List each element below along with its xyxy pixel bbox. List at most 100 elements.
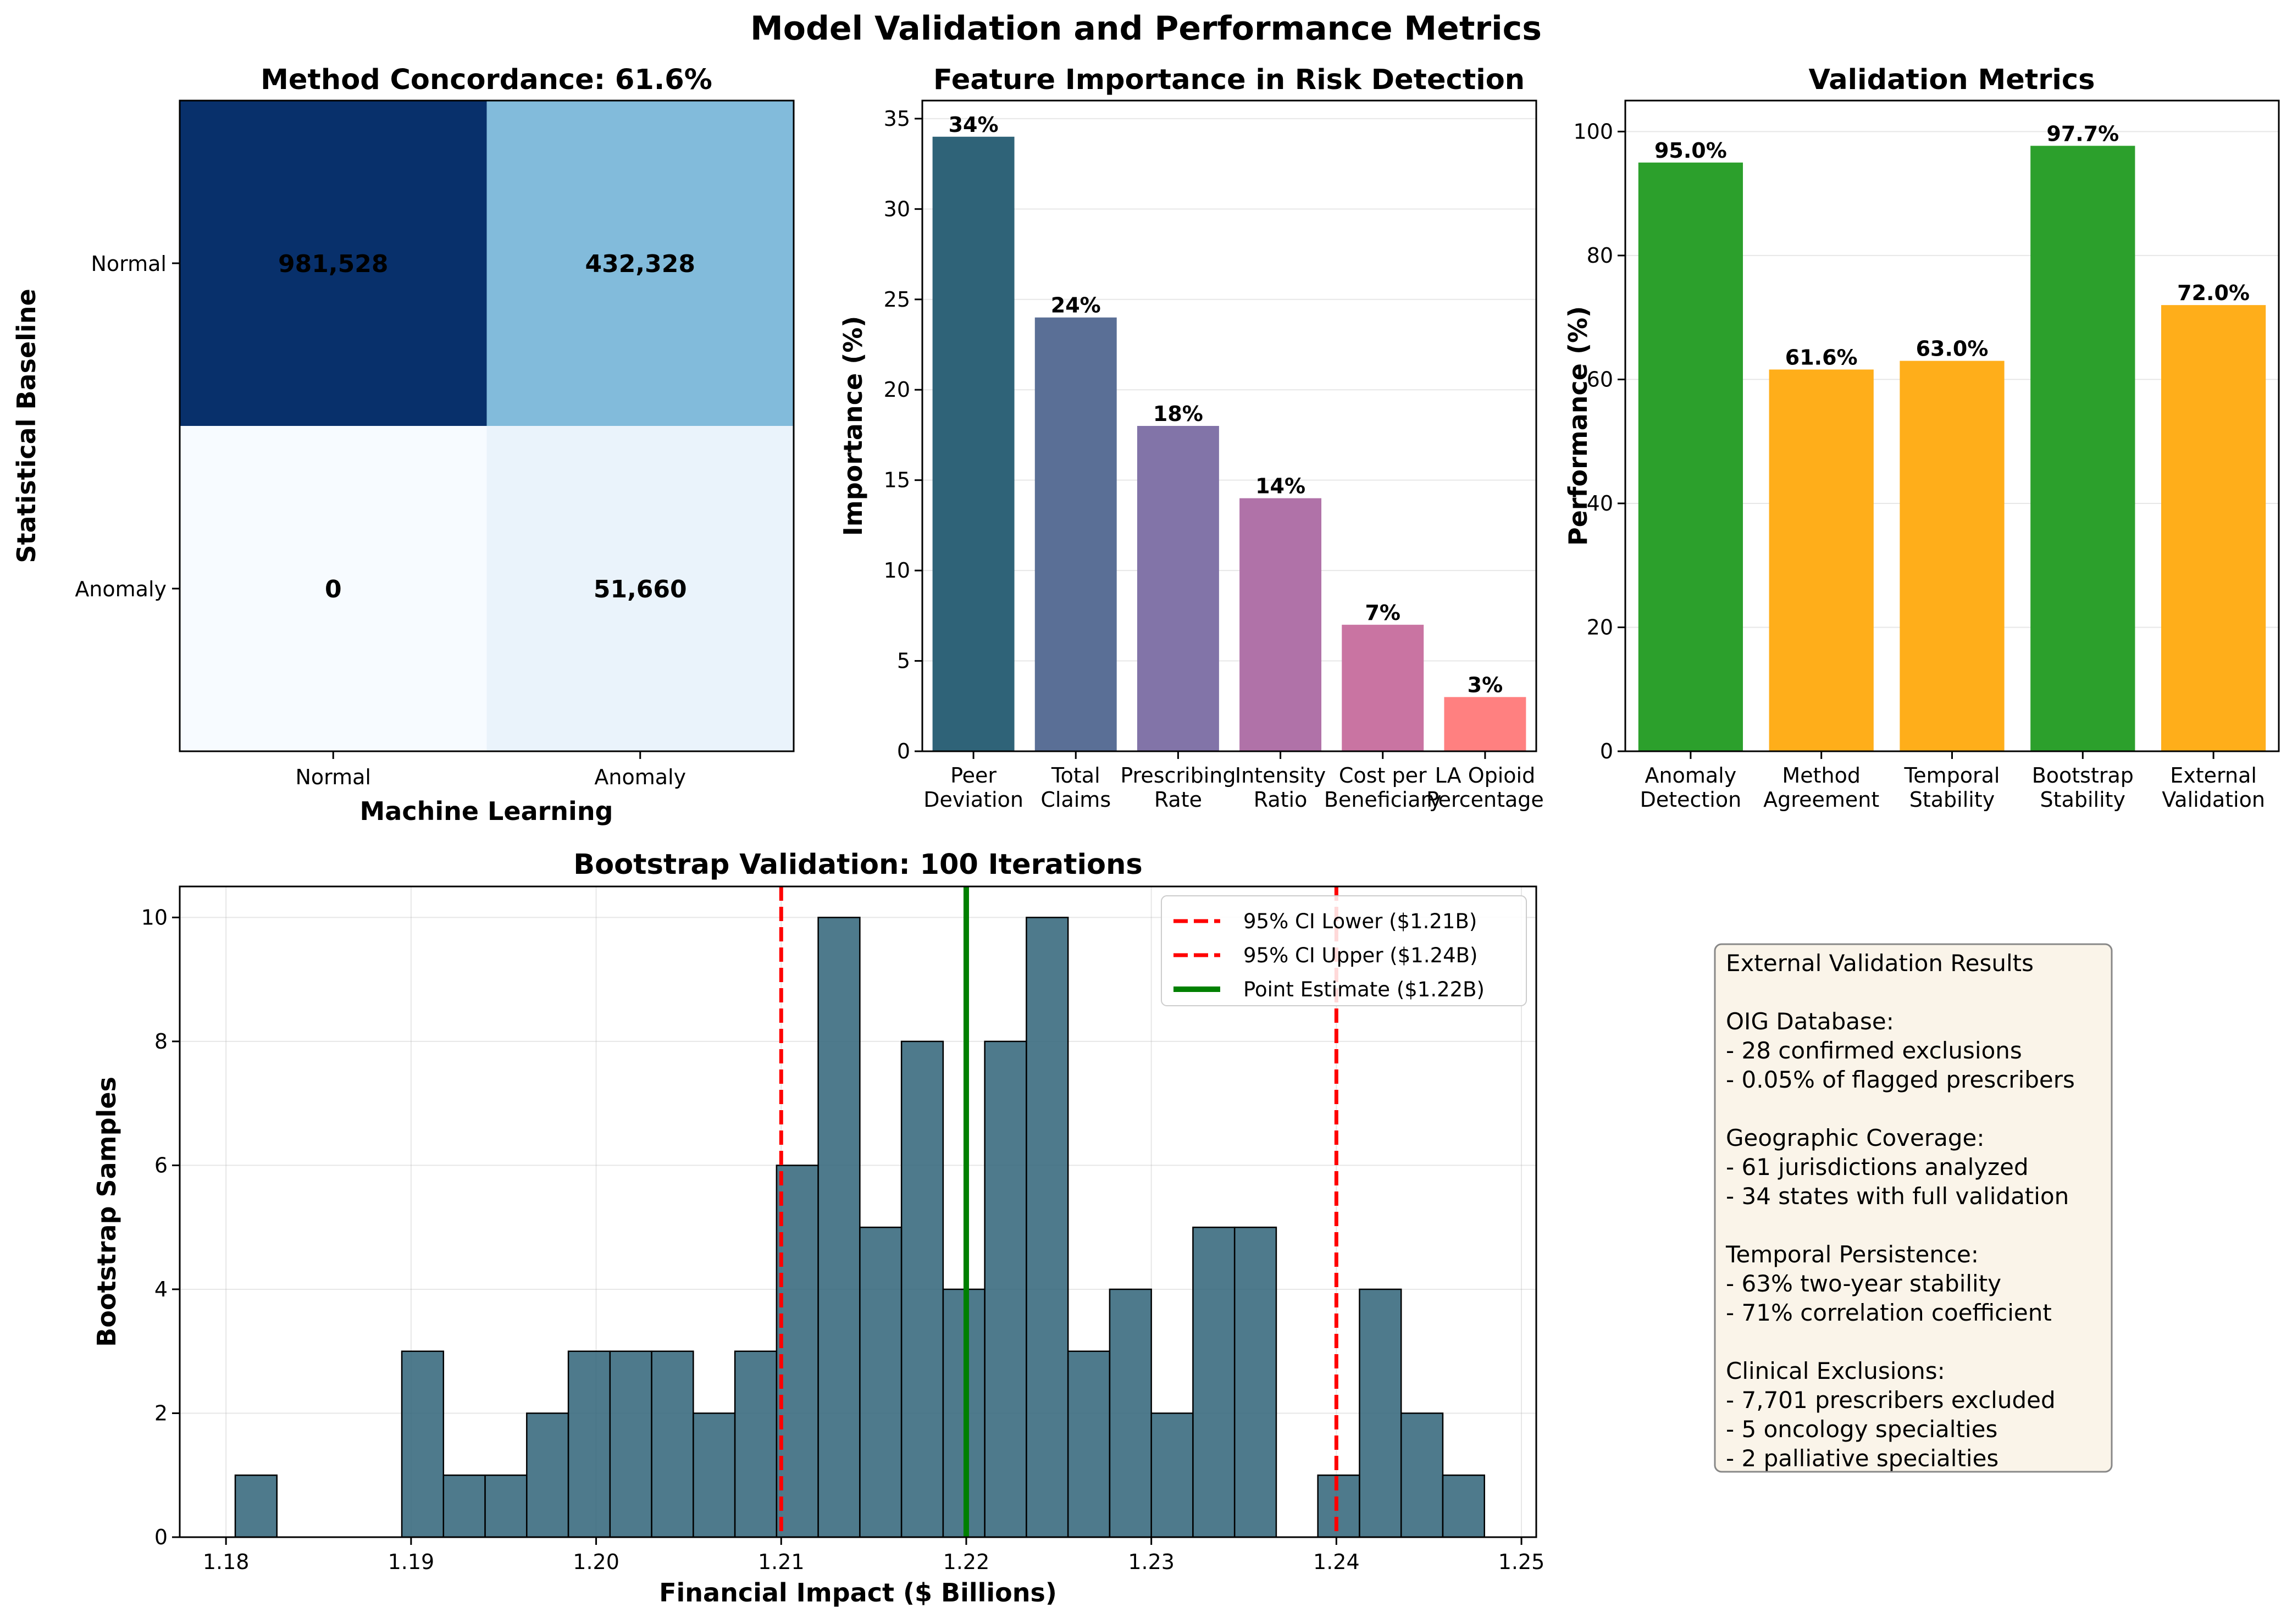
- bar: [1769, 369, 1874, 751]
- histogram-bar: [1026, 917, 1069, 1538]
- heatmap-cell-label: 981,528: [278, 250, 388, 278]
- feature-importance-y-axis-label: Importance (%): [838, 316, 868, 536]
- histogram-bar: [484, 1474, 528, 1538]
- histogram-bar: [1150, 1412, 1194, 1538]
- y-tick-label: 0: [154, 1525, 168, 1549]
- heatmap-x-tick-label: Normal: [296, 765, 372, 789]
- histogram-bar: [1317, 1474, 1360, 1538]
- heatmap-cell-labels: 981,528 432,328 0 51,660: [278, 250, 695, 603]
- histogram-bar: [1442, 1474, 1485, 1538]
- validation-metrics-value-labels: 95.0% 61.6% 63.0% 97.7% 72.0%: [1654, 121, 2250, 369]
- y-tick-label: 25: [884, 287, 910, 312]
- validation-metrics-y-axis-label: Performance (%): [1563, 306, 1593, 546]
- heatmap-y-axis-label: Statistical Baseline: [12, 289, 41, 563]
- x-tick-label: Bootstrap: [2032, 763, 2134, 788]
- x-tick-label: Peer: [950, 763, 996, 788]
- histogram-bar: [984, 1040, 1027, 1538]
- heatmap-y-tick-label: Normal: [91, 252, 167, 276]
- note-line: - 61 jurisdictions analyzed: [1726, 1154, 2029, 1180]
- x-tick-label: LA Opioid: [1435, 763, 1536, 788]
- x-tick-label: 1.23: [1128, 1550, 1175, 1574]
- x-tick-label: Detection: [1640, 788, 1742, 812]
- histogram-bar: [1359, 1288, 1402, 1538]
- bar-value-label: 18%: [1153, 402, 1203, 426]
- histogram-bar: [526, 1412, 569, 1538]
- heatmap-x-tick-label: Anomaly: [594, 765, 686, 789]
- bar: [1444, 697, 1526, 751]
- histogram-bar: [900, 1040, 944, 1538]
- x-tick-label: 1.20: [573, 1550, 619, 1574]
- heatmap-cell-label: 0: [325, 575, 342, 603]
- x-tick-label: 1.22: [943, 1550, 990, 1574]
- heatmap-cell-label: 432,328: [585, 250, 695, 278]
- x-tick-label: Ratio: [1254, 788, 1308, 812]
- y-tick-label: 20: [884, 378, 910, 402]
- note-line: - 63% two-year stability: [1726, 1270, 2001, 1297]
- y-tick-label: 8: [154, 1029, 168, 1054]
- histogram-bar: [1192, 1226, 1236, 1538]
- bar: [2030, 146, 2135, 752]
- heatmap-cell: [180, 426, 487, 751]
- note-line: External Validation Results: [1726, 950, 2034, 977]
- bootstrap-frame: [179, 885, 1537, 1538]
- note-line: - 28 confirmed exclusions: [1726, 1037, 2022, 1064]
- note-box: [1714, 943, 2113, 1473]
- note-line: - 71% correlation coefficient: [1726, 1299, 2052, 1326]
- y-tick-label: 60: [1587, 367, 1613, 391]
- bar: [1342, 624, 1424, 751]
- legend-label: 95% CI Upper ($1.24B): [1243, 944, 1477, 967]
- bar-value-label: 34%: [949, 113, 999, 137]
- x-tick-label: Validation: [2162, 788, 2265, 812]
- bar: [1638, 162, 1743, 751]
- y-tick-label: 2: [154, 1401, 168, 1425]
- histogram-bar: [1109, 1288, 1152, 1538]
- histogram-bar: [609, 1350, 652, 1538]
- heatmap-cell: [486, 101, 794, 426]
- y-tick-label: 10: [141, 905, 168, 929]
- bootstrap-axis-ticks: 1.18 1.19 1.20 1.21 1.22 1.23 1.24 1.25 0 2 4 6 8 10: [141, 905, 1545, 1574]
- y-tick-label: 0: [897, 739, 910, 763]
- bar: [2161, 305, 2266, 751]
- bar-value-label: 3%: [1468, 673, 1503, 697]
- x-tick-label: Agreement: [1763, 788, 1879, 812]
- note-line: Clinical Exclusions:: [1726, 1357, 1945, 1384]
- histogram-bar: [401, 1350, 445, 1538]
- bar: [1900, 361, 2005, 751]
- y-tick-label: 10: [884, 558, 910, 583]
- heatmap-y-tick-label: Anomaly: [75, 577, 167, 601]
- note-line: Geographic Coverage:: [1726, 1124, 1985, 1151]
- note-line: - 34 states with full validation: [1726, 1183, 2069, 1210]
- legend-label: Point Estimate ($1.22B): [1243, 978, 1485, 1001]
- x-tick-label: 1.21: [758, 1550, 805, 1574]
- bar-value-label: 14%: [1255, 474, 1305, 498]
- bootstrap-histogram-panel: 1.18 1.19 1.20 1.21 1.22 1.23 1.24 1.250246810 …: [92, 849, 1544, 1608]
- note-line: - 5 oncology specialties: [1726, 1416, 1997, 1443]
- x-tick-label: Intensity: [1235, 763, 1326, 788]
- bar-value-label: 24%: [1051, 293, 1101, 318]
- bootstrap-y-axis-label: Bootstrap Samples: [92, 1077, 121, 1347]
- feature-importance-gridlines: [922, 118, 1536, 752]
- y-tick-label: 100: [1573, 119, 1613, 143]
- y-tick-label: 0: [1600, 739, 1613, 763]
- x-tick-label: 1.18: [203, 1550, 250, 1574]
- bar-value-label: 72.0%: [2177, 281, 2250, 305]
- x-tick-label: Claims: [1040, 788, 1111, 812]
- y-tick-label: 35: [884, 107, 910, 131]
- histogram-bar: [442, 1474, 486, 1538]
- x-tick-label: Anomaly: [1645, 763, 1737, 788]
- bar-value-label: 63.0%: [1916, 337, 1989, 361]
- x-tick-label: Cost per: [1339, 763, 1427, 788]
- heatmap-cells: [180, 101, 794, 751]
- y-tick-label: 20: [1587, 615, 1613, 639]
- y-tick-label: 15: [884, 468, 910, 492]
- x-tick-label: 1.25: [1498, 1550, 1545, 1574]
- note-line: - 7,701 prescribers excluded: [1726, 1387, 2056, 1414]
- y-tick-label: 6: [154, 1153, 168, 1177]
- y-tick-label: 30: [884, 197, 910, 221]
- bootstrap-title: Bootstrap Validation: 100 Iterations: [573, 849, 1143, 881]
- figure-title: Model Validation and Performance Metrics: [750, 9, 1542, 48]
- x-tick-label: Temporal: [1904, 763, 2000, 788]
- histogram-bar: [234, 1474, 278, 1538]
- bootstrap-legend: 95% CI Lower ($1.21B) 95% CI Upper ($1.24…: [1161, 895, 1527, 1006]
